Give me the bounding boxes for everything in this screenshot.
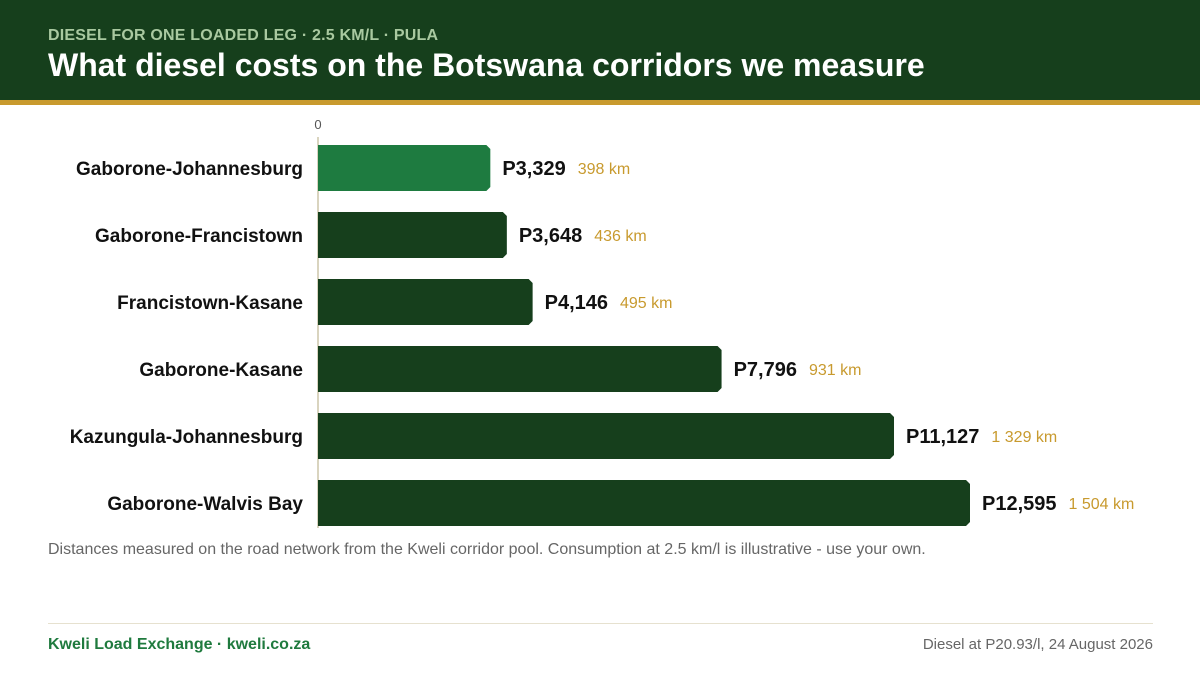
distance-label: 398 km xyxy=(578,161,630,178)
bar xyxy=(318,279,533,325)
distance-label: 495 km xyxy=(620,295,672,312)
value-label: P3,648 xyxy=(519,225,582,247)
fuel-price-note: Diesel at P20.93/l, 24 August 2026 xyxy=(922,636,1153,653)
distance-label: 436 km xyxy=(594,228,646,245)
chart-kicker: DIESEL FOR ONE LOADED LEG · 2.5 KM/L · P… xyxy=(48,27,439,44)
value-label: P12,595 xyxy=(982,493,1057,515)
brand-credit: Kweli Load Exchange · kweli.co.za xyxy=(48,636,311,653)
header-banner: DIESEL FOR ONE LOADED LEG · 2.5 KM/L · P… xyxy=(0,0,1200,105)
bar xyxy=(318,413,895,459)
category-label: Francistown-Kasane xyxy=(117,293,303,314)
value-label: P4,146 xyxy=(545,292,608,314)
chart-footnote: Distances measured on the road network f… xyxy=(48,541,926,558)
value-label: P11,127 xyxy=(906,426,979,448)
category-label: Gaborone-Johannesburg xyxy=(76,159,303,180)
bar xyxy=(318,480,970,526)
bar xyxy=(318,346,722,392)
footer-divider xyxy=(48,623,1153,624)
bar xyxy=(318,145,491,191)
value-label: P7,796 xyxy=(734,359,797,381)
distance-label: 1 329 km xyxy=(991,429,1057,446)
category-label: Kazungula-Johannesburg xyxy=(70,427,303,448)
bar xyxy=(318,212,507,258)
category-label: Gaborone-Francistown xyxy=(95,226,303,247)
distance-label: 1 504 km xyxy=(1069,496,1135,513)
category-label: Gaborone-Kasane xyxy=(139,360,303,381)
value-label: P3,329 xyxy=(502,158,565,180)
category-label: Gaborone-Walvis Bay xyxy=(107,494,303,515)
chart-title: What diesel costs on the Botswana corrid… xyxy=(48,47,925,83)
distance-label: 931 km xyxy=(809,362,861,379)
bar-chart: 0 Gaborone-Johannesburg P3,329 398 km Gaboro… xyxy=(70,117,1135,528)
x-tick-label: 0 xyxy=(314,117,321,132)
